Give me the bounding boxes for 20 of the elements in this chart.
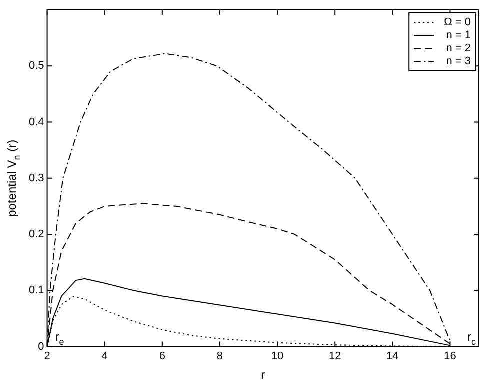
x-tick-label: 4 — [102, 350, 108, 362]
x-tick-label: 6 — [159, 350, 166, 362]
y-tick-label: 0.4 — [28, 116, 44, 128]
x-tick-label: 8 — [216, 350, 224, 362]
x-axis-title: r — [261, 368, 266, 382]
y-tick-label: 0.1 — [28, 284, 44, 297]
x-tick-label: 12 — [328, 350, 342, 362]
legend-label: n = 3 — [446, 56, 471, 68]
x-tick-label: 14 — [386, 350, 399, 362]
legend-label: n = 1 — [446, 30, 471, 42]
x-tick-label: 16 — [444, 350, 456, 362]
y-tick-label: 0.3 — [28, 172, 44, 184]
x-tick-label: 10 — [271, 350, 284, 362]
x-tick-label: 2 — [44, 350, 50, 362]
y-tick-label: 0.5 — [28, 60, 44, 72]
legend-label: Ω = 0 — [444, 16, 471, 29]
y-axis-title: potential Vn (r) — [5, 140, 22, 217]
legend-label: n = 2 — [446, 42, 471, 55]
y-tick-label: 0.2 — [28, 228, 44, 241]
y-tick-label: 0 — [38, 340, 44, 353]
